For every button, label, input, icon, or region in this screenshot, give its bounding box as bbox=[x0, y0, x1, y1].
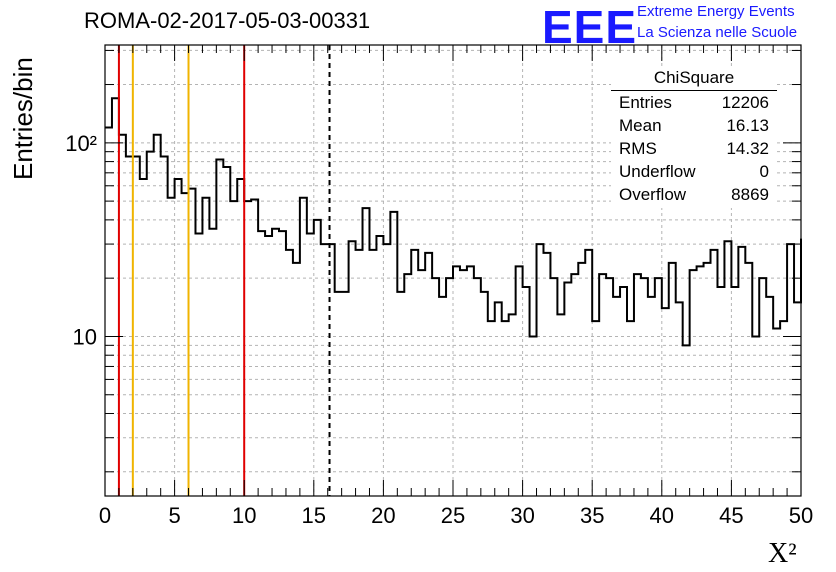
logo-tagline-2: La Scienza nelle Scuole bbox=[637, 24, 798, 41]
histogram-series bbox=[105, 97, 802, 347]
x-tick-label: 15 bbox=[302, 503, 326, 528]
stats-row-entries: Entries 12206 bbox=[611, 91, 777, 114]
y-tick-label: 10² bbox=[65, 131, 97, 156]
x-tick-label: 45 bbox=[719, 503, 743, 528]
stats-label: RMS bbox=[619, 139, 657, 158]
stats-divider bbox=[611, 90, 777, 91]
stats-box: ChiSquare Entries 12206 Mean 16.13 RMS 14.3… bbox=[611, 66, 777, 208]
stats-row-rms: RMS 14.32 bbox=[611, 137, 777, 160]
stats-title: ChiSquare bbox=[653, 68, 735, 87]
stats-label: Underflow bbox=[619, 162, 696, 181]
x-tick-label: 10 bbox=[232, 503, 256, 528]
stats-row-underflow: Underflow 0 bbox=[611, 160, 777, 183]
stats-label: Mean bbox=[619, 116, 662, 135]
eee-logo: EEE bbox=[542, 1, 638, 53]
chart-title: ROMA-02-2017-05-03-00331 bbox=[84, 8, 371, 33]
logo-tagline-1: Extreme Energy Events bbox=[637, 3, 795, 20]
x-tick-label: 40 bbox=[650, 503, 674, 528]
x-axis-label: X² bbox=[768, 538, 797, 569]
x-tick-label: 35 bbox=[580, 503, 604, 528]
x-tick-label: 50 bbox=[789, 503, 813, 528]
stats-value: 0 bbox=[759, 162, 769, 181]
stats-row-overflow: Overflow 8869 bbox=[611, 183, 777, 206]
x-tick-label: 0 bbox=[99, 503, 111, 528]
x-tick-label: 25 bbox=[441, 503, 465, 528]
stats-value: 8869 bbox=[731, 185, 769, 204]
stats-value: 14.32 bbox=[726, 139, 769, 158]
stats-value: 16.13 bbox=[726, 116, 769, 135]
x-tick-label: 20 bbox=[371, 503, 395, 528]
stats-label: Overflow bbox=[619, 185, 687, 204]
x-tick-label: 5 bbox=[168, 503, 180, 528]
y-axis-label: Entries/bin bbox=[8, 57, 38, 180]
stats-label: Entries bbox=[619, 93, 672, 112]
y-tick-label: 10 bbox=[73, 324, 97, 349]
stats-row-mean: Mean 16.13 bbox=[611, 114, 777, 137]
stats-value: 12206 bbox=[721, 93, 769, 112]
x-tick-label: 30 bbox=[510, 503, 534, 528]
